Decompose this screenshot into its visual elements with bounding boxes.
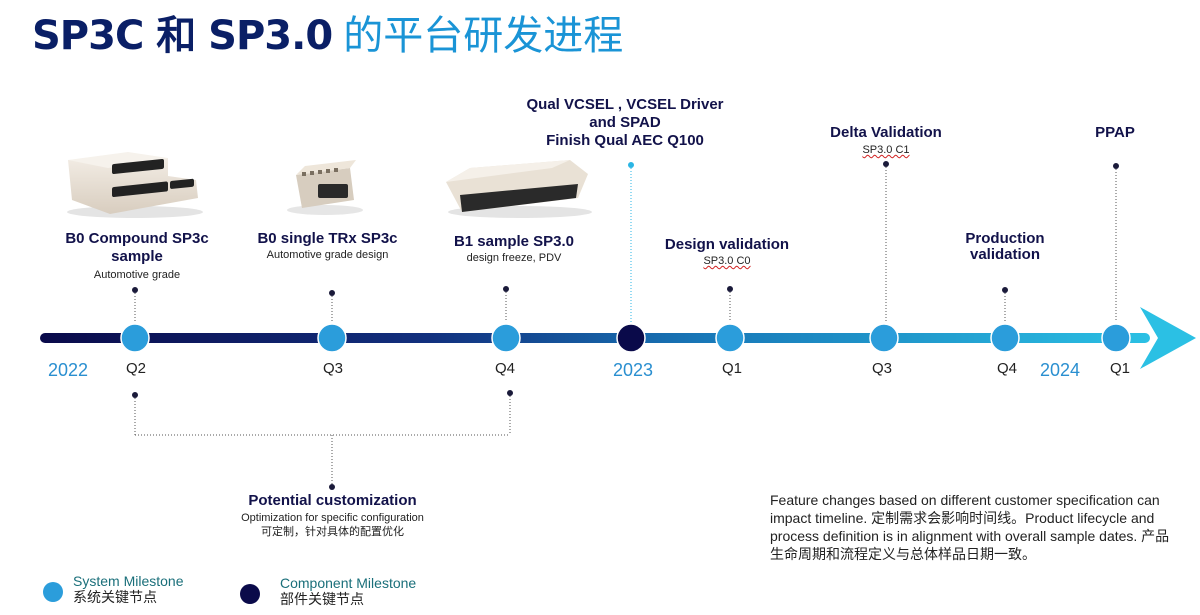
customization-subtitle-cn: 可定制，针对具体的配置优化 <box>261 526 404 538</box>
system-milestone-legend-dot <box>43 582 63 602</box>
year-label: 2023 <box>613 360 654 380</box>
customization-subtitle: Optimization for specific configuration <box>241 512 424 524</box>
milestone-dot <box>1101 323 1131 353</box>
milestone-5-title: Design validation <box>664 236 790 253</box>
sp30-sample-image <box>446 160 592 218</box>
quarter-label: Q4 <box>996 360 1018 377</box>
milestone-2-subtitle: Automotive grade design <box>266 249 389 261</box>
milestone-dot <box>869 323 899 353</box>
milestone-4-line-2: and SPAD <box>589 114 661 131</box>
compound-sample-image <box>67 152 203 218</box>
milestone-7-line-1: Production <box>965 230 1045 247</box>
milestone-2-title: B0 single TRx SP3c <box>257 230 398 247</box>
milestone-4-line-3: Finish Qual AEC Q100 <box>546 132 704 149</box>
system-milestone-label: System Milestone <box>73 573 184 589</box>
quarter-label: Q1 <box>721 360 743 377</box>
milestone-dot <box>990 323 1020 353</box>
milestone-4-line-1: Qual VCSEL , VCSEL Driver <box>526 96 724 113</box>
single-trx-image <box>287 160 363 215</box>
milestone-3-title: B1 sample SP3.0 <box>453 233 575 250</box>
timeline-arrow-shaft <box>40 333 1150 343</box>
year-label: 2024 <box>1040 360 1081 380</box>
milestone-dot <box>715 323 745 353</box>
title-product: SP3C 和 SP3.0 <box>32 13 333 59</box>
quarter-label: Q1 <box>1109 360 1131 377</box>
timeline-note: Feature changes based on different custo… <box>770 492 1170 562</box>
system-milestone-label-cn: 系统关键节点 <box>73 589 157 605</box>
milestone-5-subtitle: SP3.0 C0 <box>646 254 808 268</box>
milestone-7-line-2: validation <box>969 246 1040 263</box>
milestone-6-title: Delta Validation <box>830 124 942 141</box>
milestone-6-subtitle: SP3.0 C1 <box>806 143 966 157</box>
title-rest: 的平台研发进程 <box>343 13 624 59</box>
milestone-dot <box>120 323 150 353</box>
customization-title: Potential customization <box>248 492 417 509</box>
component-milestone-legend-dot <box>240 584 260 604</box>
milestone-8-title: PPAP <box>1095 124 1135 141</box>
component-milestone-label: Component Milestone <box>280 575 417 591</box>
component-milestone-legend: Component Milestone 部件关键节点 <box>280 575 416 607</box>
timeline-arrow-head <box>1140 307 1196 369</box>
milestone-dot <box>491 323 521 353</box>
milestone-3-subtitle: design freeze, PDV <box>466 252 562 264</box>
quarter-label: Q2 <box>125 360 147 377</box>
component-milestone-label-cn: 部件关键节点 <box>280 591 364 607</box>
system-milestone-legend: System Milestone 系统关键节点 <box>73 573 183 605</box>
milestone-dot <box>317 323 347 353</box>
quarter-label: Q4 <box>494 360 516 377</box>
year-label: 2022 <box>48 360 89 380</box>
component-milestone-dot <box>616 323 646 353</box>
milestone-6-subtitle-text: SP3.0 C1 <box>862 144 910 156</box>
page-title: SP3C 和 SP3.0 的平台研发进程 <box>32 8 623 64</box>
milestone-1-title: B0 Compound SP3c sample <box>65 230 209 265</box>
milestone-5-subtitle-text: SP3.0 C0 <box>703 255 751 267</box>
milestone-7-title: Production validation <box>940 231 1070 263</box>
quarter-label: Q3 <box>322 360 344 377</box>
quarter-label: Q3 <box>871 360 893 377</box>
milestone-4-title: Qual VCSEL , VCSEL Driver and SPAD Finis… <box>510 96 740 150</box>
milestone-1-subtitle: Automotive grade <box>93 269 181 281</box>
